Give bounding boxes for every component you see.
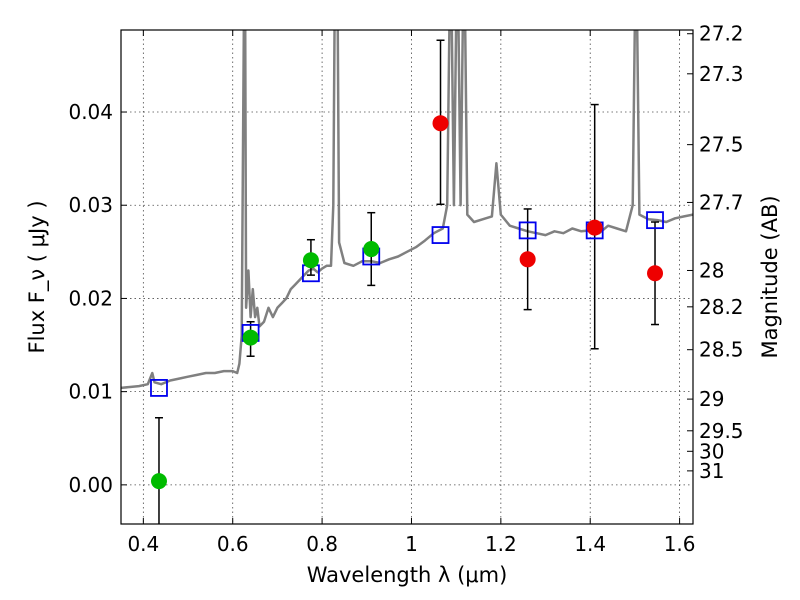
y-tick-label: 0.01 bbox=[68, 380, 113, 404]
right-tick-label: 28 bbox=[699, 258, 724, 282]
observed-point bbox=[363, 241, 380, 258]
observed-point bbox=[519, 251, 536, 268]
y-tick-label: 0.02 bbox=[68, 286, 113, 310]
right-tick-label: 31 bbox=[699, 459, 724, 483]
right-tick-label: 27.2 bbox=[699, 22, 744, 46]
x-tick-label: 0.8 bbox=[306, 532, 338, 556]
observed-point bbox=[586, 219, 603, 236]
right-tick-label: 28.2 bbox=[699, 295, 744, 319]
right-tick-label: 27.7 bbox=[699, 190, 744, 214]
plot-frame bbox=[120, 29, 694, 525]
right-tick-label: 27.5 bbox=[699, 133, 744, 157]
x-tick-label: 1.4 bbox=[574, 532, 606, 556]
model-photometry-square bbox=[150, 379, 168, 397]
grid-lines bbox=[121, 30, 693, 524]
model-photometry-square bbox=[646, 211, 664, 230]
right-tick-label: 30 bbox=[699, 439, 724, 463]
x-tick-label: 1 bbox=[405, 532, 418, 556]
observed-point bbox=[242, 329, 259, 346]
x-tick-label: 0.6 bbox=[217, 532, 249, 556]
y-tick-label: 0.00 bbox=[68, 473, 113, 497]
right-axis-label: Magnitude (AB) bbox=[758, 195, 782, 358]
observed-photometry-points bbox=[150, 115, 664, 490]
x-tick-label: 1.6 bbox=[664, 532, 696, 556]
model-spectrum bbox=[121, 30, 693, 390]
model-photometry-square bbox=[518, 221, 537, 240]
observed-point bbox=[150, 473, 167, 490]
observed-point bbox=[432, 115, 449, 132]
model-spectrum-line bbox=[121, 30, 693, 390]
x-axis-label: Wavelength λ (μm) bbox=[307, 563, 508, 587]
right-tick-label: 29 bbox=[699, 387, 724, 411]
axis-ticks: 0.4 0.6 0.8 1 1.2 1.4 1.6 0.00 0.01 0.02 0.03 0.04 2… bbox=[68, 22, 743, 556]
y-tick-label: 0.03 bbox=[68, 193, 113, 217]
y-axis-label: Flux F_ν ( μJy ) bbox=[25, 200, 50, 353]
x-tick-label: 0.4 bbox=[127, 532, 159, 556]
right-tick-label: 28.5 bbox=[699, 338, 744, 362]
y-tick-label: 0.04 bbox=[68, 100, 113, 124]
observed-point bbox=[647, 265, 664, 282]
right-tick-label: 29.5 bbox=[699, 419, 744, 443]
observed-point bbox=[302, 252, 319, 269]
right-tick-label: 27.3 bbox=[699, 62, 744, 86]
x-tick-label: 1.2 bbox=[485, 532, 517, 556]
model-photometry-square bbox=[431, 226, 450, 244]
